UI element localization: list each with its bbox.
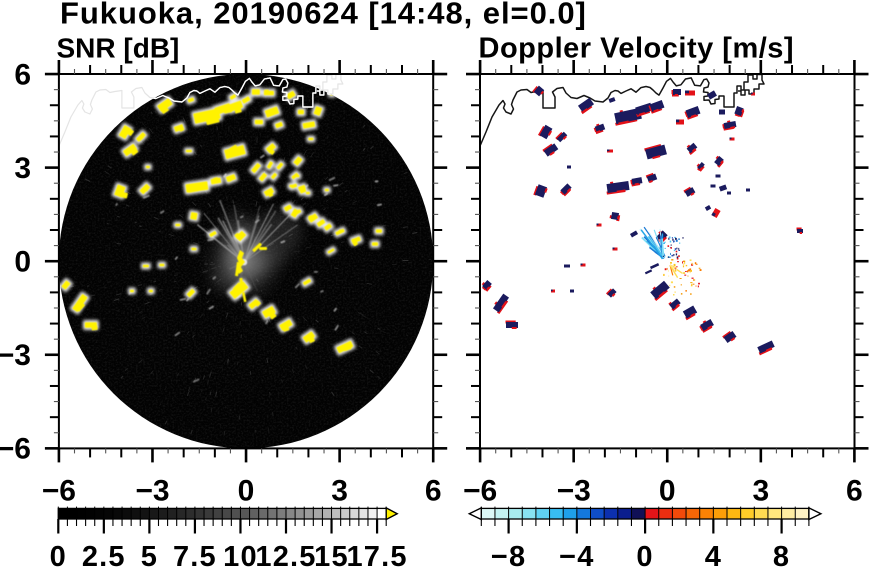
- svg-text:−6: −6: [42, 475, 76, 508]
- svg-text:3: 3: [14, 152, 31, 185]
- svg-text:0: 0: [14, 246, 31, 279]
- svg-text:6: 6: [425, 475, 442, 508]
- svg-text:−8: −8: [491, 541, 526, 570]
- svg-text:0: 0: [50, 541, 67, 570]
- svg-text:4: 4: [705, 541, 722, 570]
- svg-text:6: 6: [14, 58, 31, 91]
- svg-text:10: 10: [223, 541, 258, 570]
- svg-text:3: 3: [331, 475, 348, 508]
- svg-text:7.5: 7.5: [173, 541, 217, 570]
- svg-text:−3: −3: [0, 339, 31, 372]
- svg-text:−3: −3: [135, 475, 169, 508]
- svg-text:−6: −6: [463, 475, 497, 508]
- svg-text:0: 0: [636, 541, 653, 570]
- svg-text:0: 0: [659, 475, 676, 508]
- svg-text:Doppler Velocity [m/s]: Doppler Velocity [m/s]: [479, 33, 795, 65]
- svg-text:3: 3: [752, 475, 769, 508]
- svg-text:SNR [dB]: SNR [dB]: [57, 33, 180, 64]
- svg-text:Fukuoka, 20190624 [14:48, el=0: Fukuoka, 20190624 [14:48, el=0.0]: [60, 0, 587, 31]
- svg-text:−3: −3: [557, 475, 591, 508]
- svg-text:12.5: 12.5: [255, 541, 316, 570]
- svg-text:0: 0: [238, 475, 255, 508]
- svg-text:8: 8: [773, 541, 790, 570]
- svg-text:15: 15: [314, 541, 349, 570]
- svg-text:2.5: 2.5: [82, 541, 126, 570]
- svg-text:−4: −4: [559, 541, 594, 570]
- svg-text:17.5: 17.5: [346, 541, 407, 570]
- svg-text:6: 6: [846, 475, 863, 508]
- svg-text:5: 5: [141, 541, 158, 570]
- svg-text:−6: −6: [0, 433, 31, 466]
